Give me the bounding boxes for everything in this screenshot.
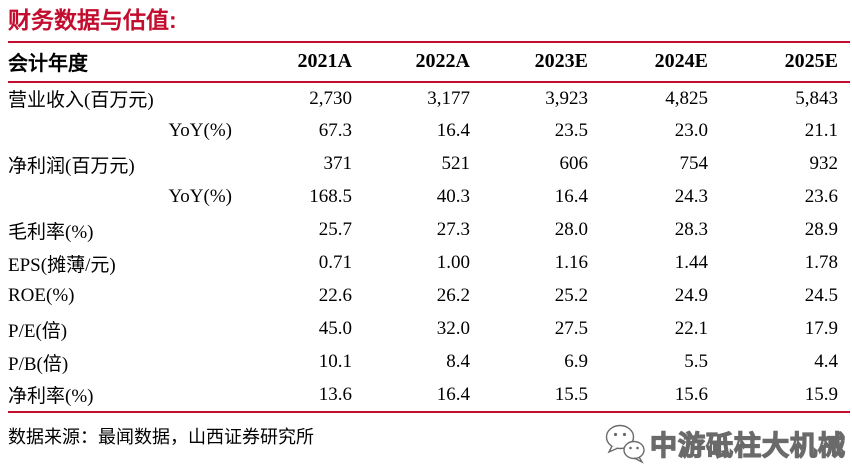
table-row: 毛利率(%) 25.7 27.3 28.0 28.3 28.9	[8, 214, 850, 247]
cell-value: 28.9	[804, 219, 838, 241]
cell-value: 24.3	[674, 186, 708, 208]
table-row: P/B(倍) 10.1 8.4 6.9 5.5 4.4	[8, 346, 850, 379]
cell-value: 27.5	[554, 318, 588, 340]
cell-value: 3,177	[427, 87, 470, 109]
row-label: ROE(%)	[8, 285, 75, 307]
col-header-year: 2023E	[534, 50, 588, 73]
page-title: 财务数据与估值:	[8, 7, 177, 33]
cell-value: 2,730	[309, 87, 352, 109]
table-row: P/E(倍) 45.0 32.0 27.5 22.1 17.9	[8, 313, 850, 346]
table-body: 营业收入(百万元) 2,730 3,177 3,923 4,825 5,843 YoY(%)…	[8, 82, 850, 412]
cell-value: 17.9	[804, 318, 838, 340]
cell-value: 521	[441, 153, 471, 175]
table-row: YoY(%) 67.3 16.4 23.5 23.0 21.1	[8, 115, 850, 148]
cell-value: 23.6	[804, 186, 838, 208]
table-header-row: 会计年度 2021A 2022A 2023E 2024E 2025E	[8, 41, 850, 82]
table-row: 净利率(%) 13.6 16.4 15.5 15.6 15.9	[8, 379, 850, 412]
cell-value: 40.3	[436, 186, 470, 208]
cell-value: 1.44	[674, 252, 708, 274]
table-row: ROE(%) 22.6 26.2 25.2 24.9 24.5	[8, 280, 850, 313]
row-label: 净利润(百万元)	[8, 155, 135, 177]
row-label: YoY(%)	[168, 120, 232, 142]
cell-value: 15.9	[804, 383, 838, 405]
col-header-year: 2021A	[297, 50, 352, 73]
cell-value: 24.9	[674, 285, 708, 307]
col-header-year: 2024E	[654, 50, 708, 73]
table-row: YoY(%) 168.5 40.3 16.4 24.3 23.6	[8, 181, 850, 214]
table-row: EPS(摊薄/元) 0.71 1.00 1.16 1.44 1.78	[8, 247, 850, 280]
cell-value: 3,923	[545, 87, 588, 109]
cell-value: 16.4	[436, 383, 470, 405]
cell-value: 168.5	[309, 186, 352, 208]
cell-value: 25.7	[318, 219, 352, 241]
cell-value: 26.2	[436, 285, 470, 307]
cell-value: 23.0	[674, 120, 708, 142]
cell-value: 22.1	[674, 318, 708, 340]
cell-value: 67.3	[318, 120, 352, 142]
col-header-fiscal-year: 会计年度	[8, 53, 88, 76]
cell-value: 932	[809, 153, 839, 175]
row-label: 净利率(%)	[8, 386, 94, 408]
cell-value: 1.00	[436, 252, 470, 274]
cell-value: 371	[323, 153, 353, 175]
row-label: P/E(倍)	[8, 320, 68, 342]
cell-value: 6.9	[564, 351, 588, 373]
table-row: 净利润(百万元) 371 521 606 754 932	[8, 148, 850, 181]
cell-value: 25.2	[554, 285, 588, 307]
cell-value: 5,843	[795, 87, 838, 109]
table-row: 营业收入(百万元) 2,730 3,177 3,923 4,825 5,843	[8, 82, 850, 115]
cell-value: 28.3	[674, 219, 708, 241]
cell-value: 23.5	[554, 120, 588, 142]
cell-value: 1.16	[554, 252, 588, 274]
cell-value: 754	[679, 153, 709, 175]
cell-value: 8.4	[446, 351, 470, 373]
cell-value: 27.3	[436, 219, 470, 241]
cell-value: 15.6	[674, 383, 708, 405]
cell-value: 5.5	[684, 351, 708, 373]
row-label: EPS(摊薄/元)	[8, 254, 116, 276]
cell-value: 15.5	[554, 383, 588, 405]
row-label: 毛利率(%)	[8, 221, 94, 243]
cell-value: 606	[559, 153, 589, 175]
cell-value: 16.4	[554, 186, 588, 208]
cell-value: 1.78	[804, 252, 838, 274]
data-source-note: 数据来源：最闻数据，山西证券研究所	[8, 426, 314, 447]
cell-value: 21.1	[804, 120, 838, 142]
cell-value: 4,825	[665, 87, 708, 109]
cell-value: 28.0	[554, 219, 588, 241]
row-label: 营业收入(百万元)	[8, 90, 154, 112]
cell-value: 4.4	[814, 351, 838, 373]
col-header-year: 2025E	[784, 50, 838, 73]
row-label: P/B(倍)	[8, 353, 69, 375]
cell-value: 10.1	[318, 351, 352, 373]
cell-value: 0.71	[318, 252, 352, 274]
row-label: YoY(%)	[168, 186, 232, 208]
financial-data-table: 会计年度 2021A 2022A 2023E 2024E 2025E 营业收入(百万元) 2…	[8, 41, 850, 413]
cell-value: 32.0	[436, 318, 470, 340]
col-header-year: 2022A	[415, 50, 470, 73]
cell-value: 24.5	[804, 285, 838, 307]
cell-value: 16.4	[436, 120, 470, 142]
cell-value: 13.6	[318, 383, 352, 405]
cell-value: 45.0	[318, 318, 352, 340]
cell-value: 22.6	[318, 285, 352, 307]
